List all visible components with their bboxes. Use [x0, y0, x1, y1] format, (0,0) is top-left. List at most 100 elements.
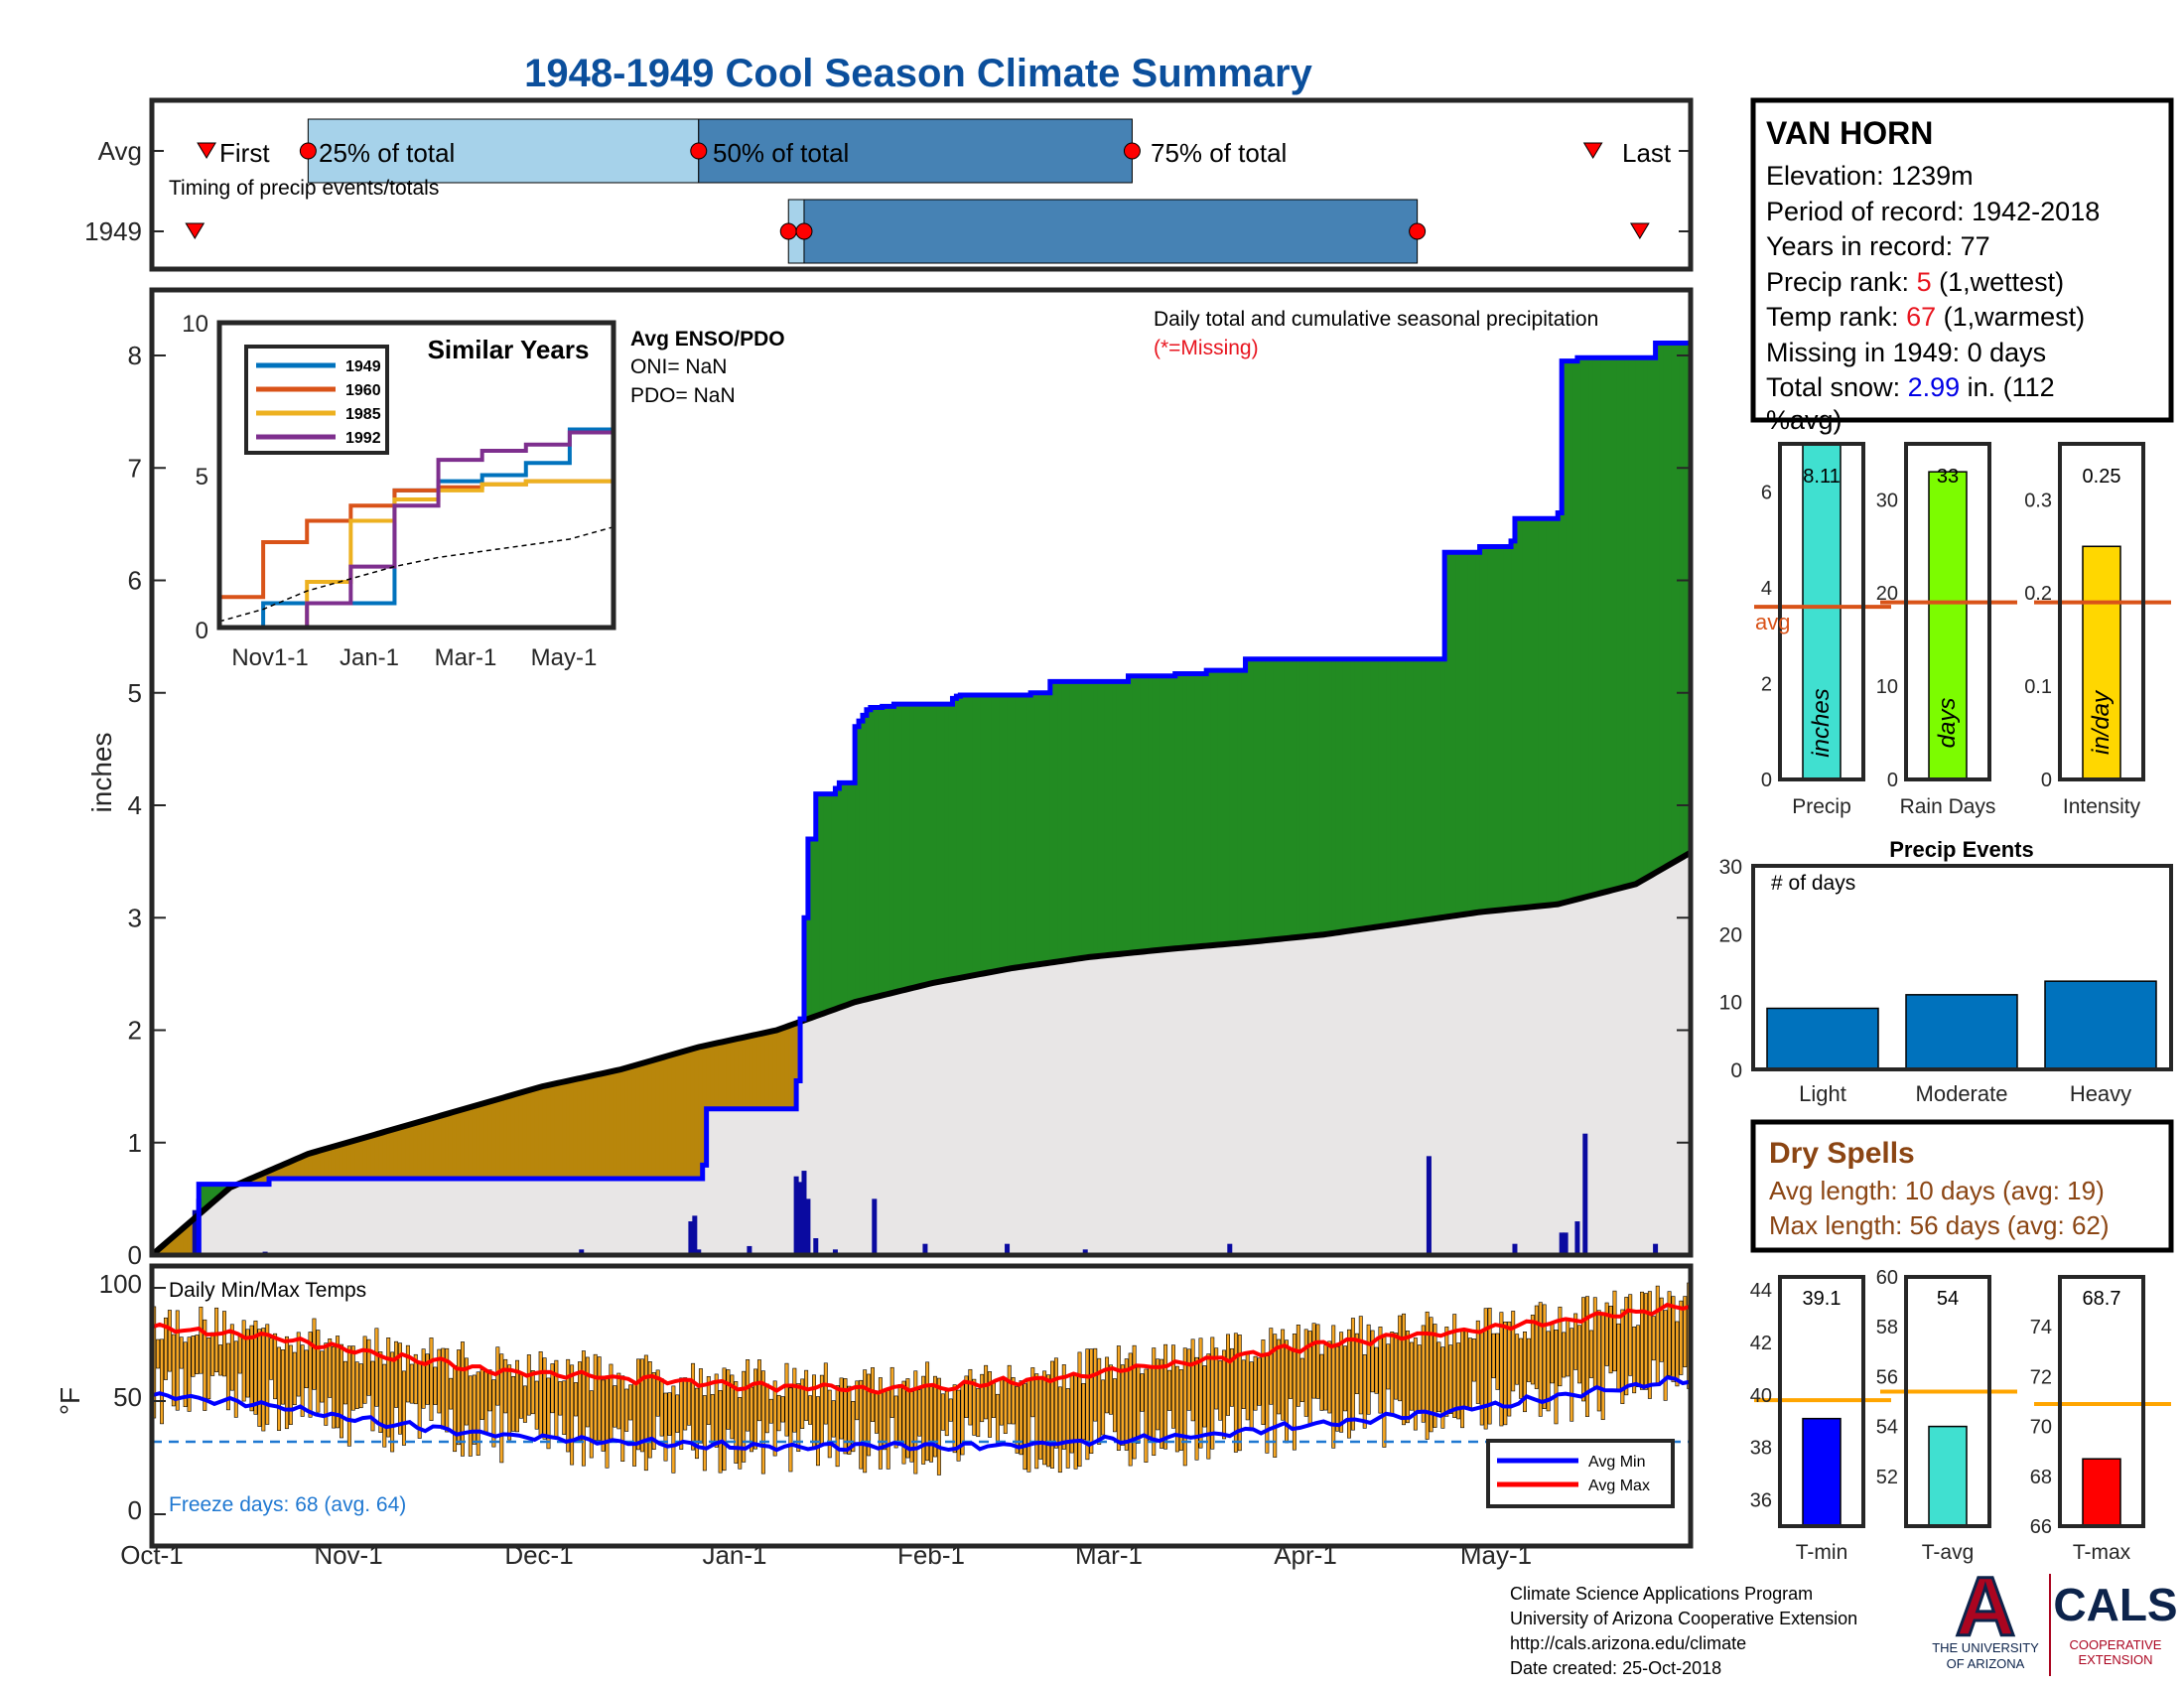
dry-anomaly-fill [698, 1047, 704, 1179]
wet-anomaly-fill [870, 707, 876, 999]
daily-temp-bar [1440, 1346, 1445, 1429]
wet-anomaly-fill [1604, 357, 1609, 893]
dry-anomaly-fill [479, 1104, 484, 1179]
dry-anomaly-fill [718, 1043, 723, 1109]
wet-anomaly-fill [1299, 658, 1305, 937]
wet-anomaly-fill [1069, 681, 1075, 960]
daily-temp-bar [1570, 1328, 1574, 1422]
daily-temp-bar [651, 1372, 656, 1450]
summary-value-2: 0.25 [2083, 466, 2121, 488]
daily-temp-bar [1163, 1343, 1168, 1450]
daily-temp-bar [191, 1336, 196, 1377]
summary-value-0: 8.11 [1803, 466, 1840, 488]
daily-temp-bar [476, 1371, 480, 1456]
dry-anomaly-fill [605, 1072, 610, 1179]
summary-ytick-0: 0 [1761, 770, 1772, 791]
events-xtick-light: Light [1799, 1081, 1846, 1106]
daily-temp-bar [495, 1346, 500, 1406]
summary-ytick-2: 0.1 [2024, 676, 2052, 698]
dry-spells-frame [1750, 1119, 2174, 1253]
wet-anomaly-fill [1019, 695, 1024, 968]
daily-temp-bar [1057, 1386, 1062, 1474]
wet-anomaly-fill [1639, 357, 1645, 883]
daily-temp-bar [1167, 1369, 1171, 1411]
timing-panel: Avg 1949 First 25% of total 50% of total… [84, 97, 1694, 272]
wet-anomaly-fill [1265, 658, 1270, 941]
inset-avg-line [218, 525, 614, 623]
dry-anomaly-fill [448, 1113, 454, 1179]
ua-a-icon: A [1956, 1560, 2016, 1653]
dry-anomaly-fill [452, 1112, 458, 1179]
daily-temp-bar [526, 1354, 531, 1416]
summary-unit-0: inches [1808, 688, 1835, 757]
daily-temp-bar [1186, 1348, 1191, 1411]
temp-summary-frame-2 [2058, 1275, 2145, 1528]
daily-temp-bar [1214, 1347, 1219, 1410]
wet-anomaly-fill [1495, 546, 1500, 912]
dry-anomaly-fill [620, 1069, 625, 1179]
precip-summary-bars: 0 2 4 6 8.11 inches Precip avg 0 10 20 30 33 days Rain… [1754, 442, 2171, 818]
daily-temp-bar [1612, 1290, 1617, 1372]
daily-temp-bar [1034, 1373, 1039, 1470]
precip-ytick-label: 6 [128, 566, 142, 596]
wet-anomaly-fill [1276, 658, 1282, 939]
daily-temp-bar [1413, 1337, 1418, 1431]
daily-temp-bar [1105, 1356, 1110, 1414]
dry-anomaly-fill [389, 1130, 395, 1179]
xtick-dec: Dec-1 [504, 1540, 573, 1570]
daily-temp-bar [562, 1380, 567, 1435]
wet-anomaly-fill [1475, 552, 1481, 914]
daily-temp-bar [1558, 1306, 1563, 1387]
dry-anomaly-fill [742, 1038, 747, 1109]
wet-anomaly-fill [1342, 658, 1348, 932]
enso-title: Avg ENSO/PDO [630, 328, 785, 351]
daily-temp-bar [1050, 1360, 1054, 1469]
daily-temp-bar [346, 1345, 351, 1447]
footer-university: University of Arizona Cooperative Extens… [1510, 1609, 1857, 1628]
daily-temp-bar [1382, 1335, 1387, 1448]
wet-anomaly-fill [1647, 357, 1653, 878]
daily-temp-bar [1534, 1305, 1539, 1389]
wet-anomaly-fill [952, 698, 958, 980]
wet-anomaly-fill [1269, 658, 1274, 940]
wet-anomaly-fill [1483, 546, 1489, 913]
similar-years-inset: Similar Years 0 5 10 Nov1-1 Jan-1 Mar-1 … [182, 311, 616, 671]
daily-temp-bar [1608, 1306, 1613, 1374]
events-ytick-label: 0 [1730, 1059, 1742, 1082]
cals-coop-line1: COOPERATIVE [2070, 1637, 2162, 1652]
wet-anomaly-fill [1572, 360, 1578, 901]
wet-anomaly-fill [913, 704, 918, 988]
daily-temp-bar [847, 1385, 852, 1455]
dry-anomaly-fill [413, 1123, 419, 1179]
dry-anomaly-fill [573, 1079, 579, 1179]
summary-ytick-0: 6 [1761, 482, 1772, 503]
wet-anomaly-fill [1112, 681, 1118, 955]
xtick-mar: Mar-1 [1075, 1540, 1143, 1570]
daily-temp-bar [679, 1377, 684, 1450]
temp-summary-ytick-1: 54 [1876, 1417, 1898, 1439]
dry-anomaly-fill [328, 1148, 333, 1179]
daily-temp-bar [511, 1375, 516, 1432]
oni-value: ONI= NaN [630, 355, 727, 378]
daily-temp-bar [1124, 1358, 1129, 1451]
wet-anomaly-fill [1390, 658, 1395, 925]
wet-anomaly-fill [819, 793, 825, 1015]
daily-temp-bar [589, 1390, 594, 1459]
dry-anomaly-fill [671, 1055, 676, 1179]
dry-anomaly-fill [643, 1062, 649, 1179]
daily-temp-bar [1343, 1345, 1348, 1412]
wet-anomaly-fill [924, 704, 930, 985]
dry-anomaly-fill [409, 1124, 415, 1179]
dry-anomaly-fill [429, 1118, 434, 1179]
daily-precip-bar [1227, 1243, 1233, 1255]
daily-temp-bar [1398, 1315, 1403, 1402]
daily-temp-bar [855, 1380, 860, 1421]
daily-temp-bar [909, 1391, 914, 1463]
daily-temp-bar [332, 1346, 337, 1429]
wet-anomaly-fill [1429, 658, 1433, 919]
wet-anomaly-fill [972, 695, 977, 976]
wet-anomaly-fill [1202, 673, 1207, 946]
wet-anomaly-fill [1612, 357, 1617, 891]
daily-temp-bar [1667, 1291, 1672, 1376]
wet-anomaly-fill [1296, 658, 1301, 938]
